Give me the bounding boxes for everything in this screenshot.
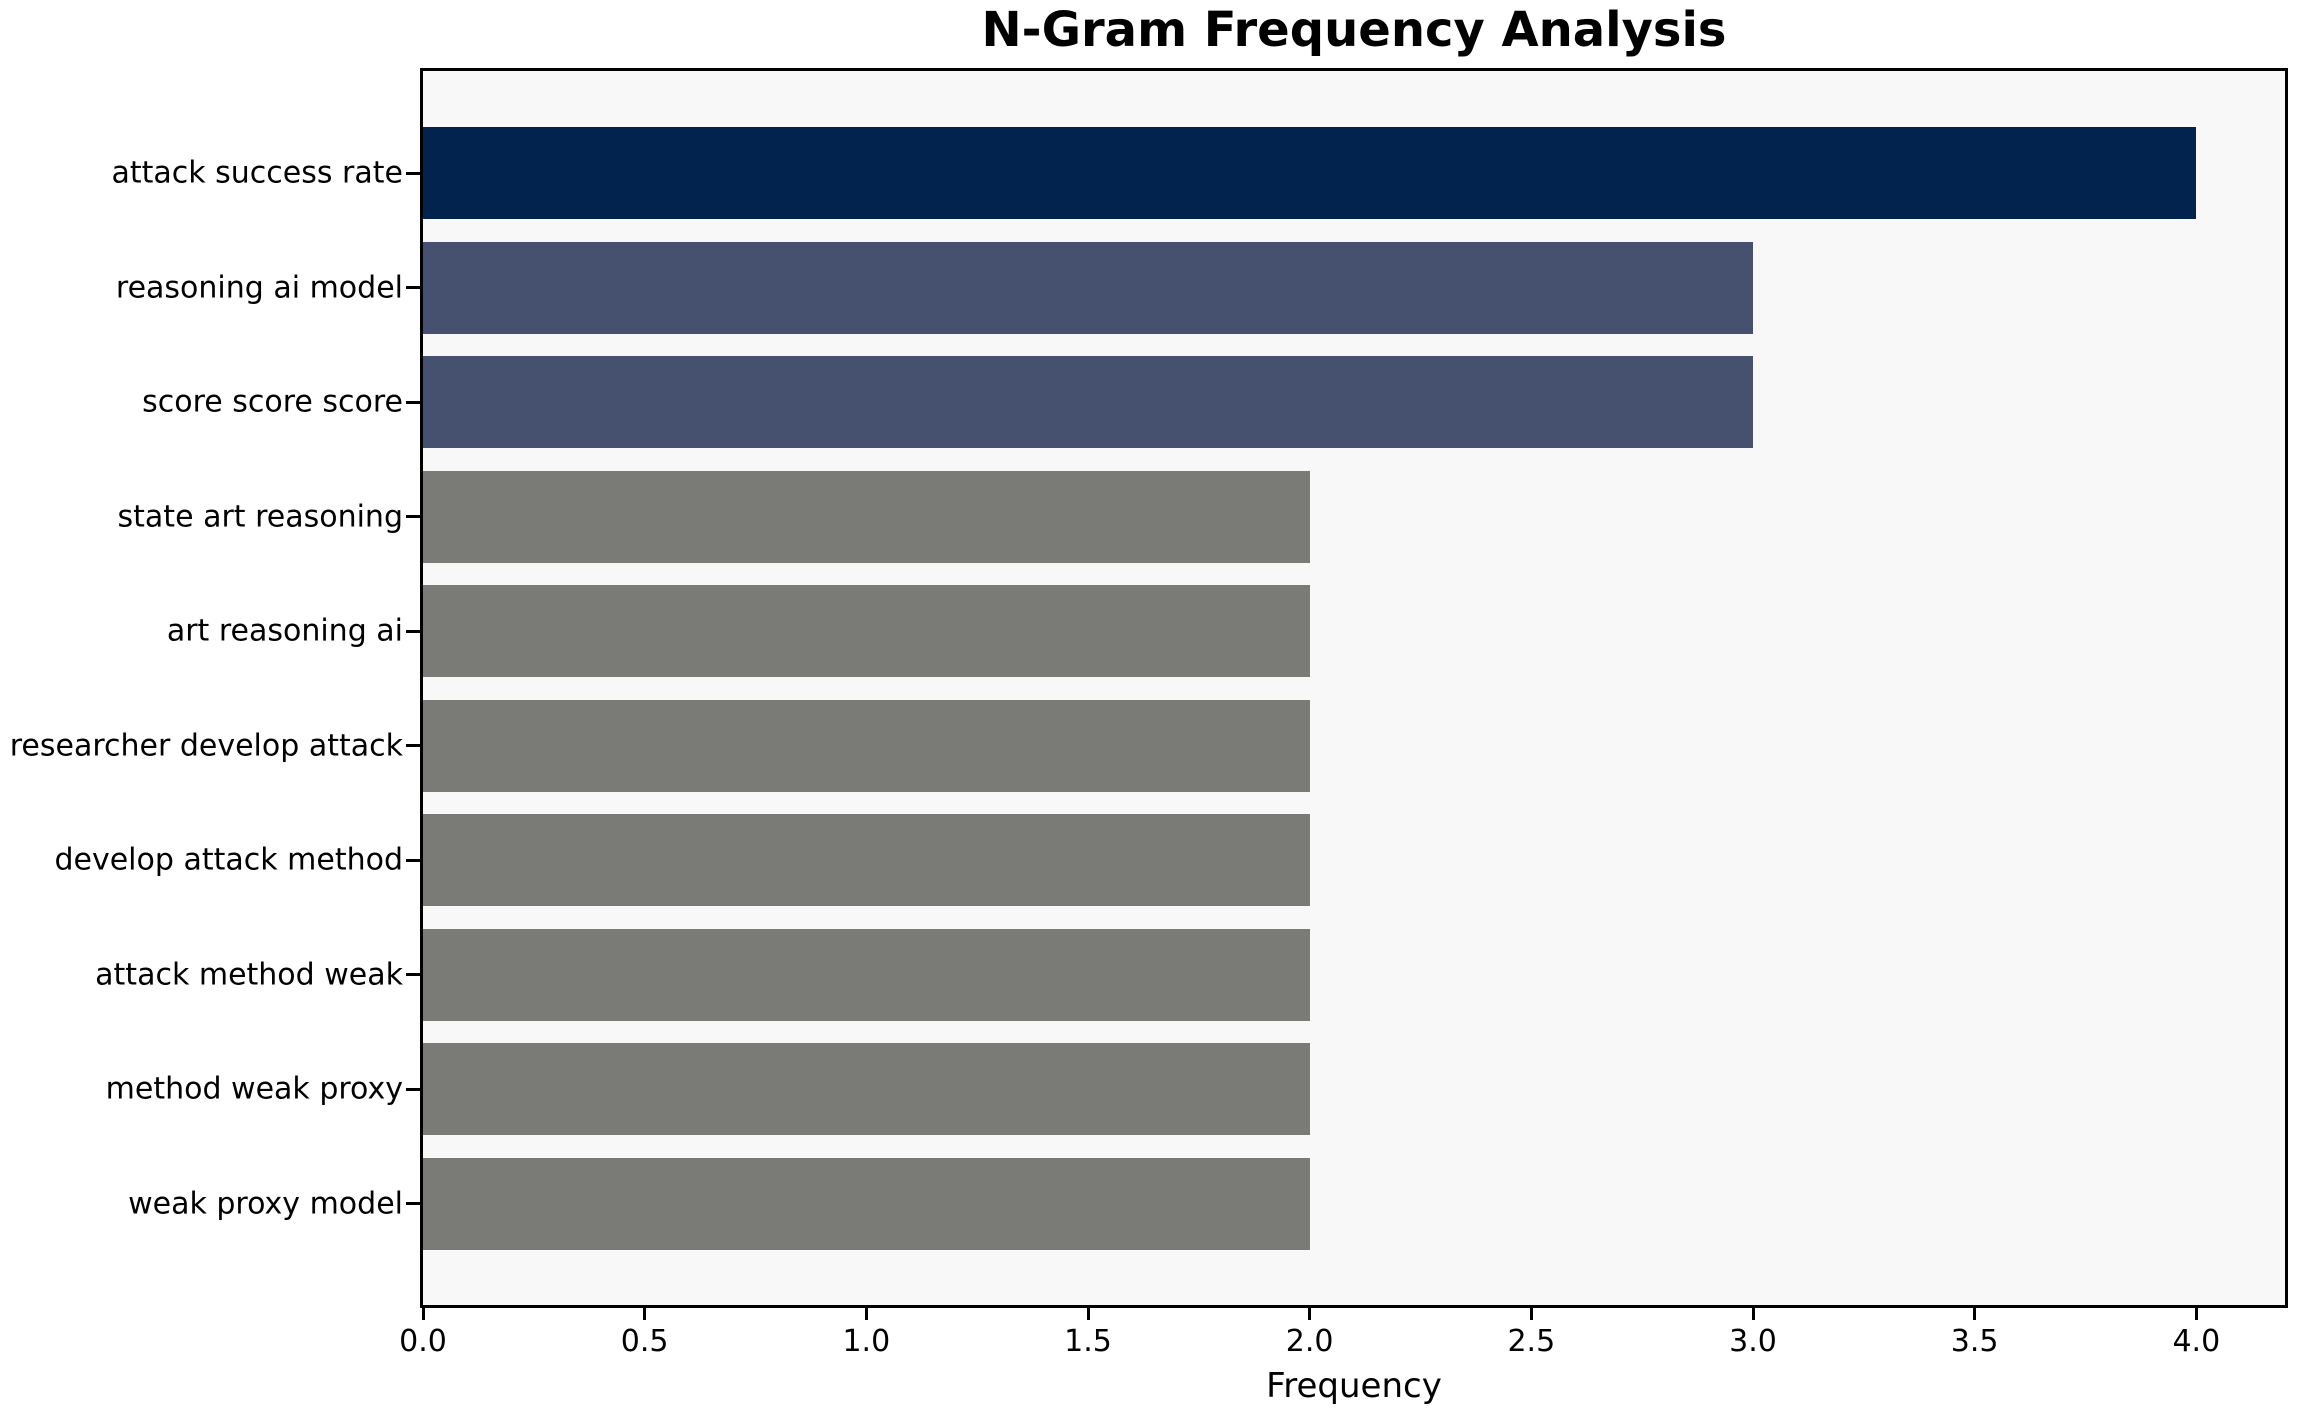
bar-reasoning-ai-model <box>423 241 1753 334</box>
x-tick-mark <box>1751 1308 1755 1320</box>
x-tick-mark <box>421 1308 425 1320</box>
x-tick-mark <box>2194 1308 2198 1320</box>
x-tick-mark <box>1308 1308 1312 1320</box>
x-tick-label: 1.0 <box>842 1324 891 1359</box>
x-tick-label: 2.0 <box>1285 1324 1334 1359</box>
y-tick-label: score score score <box>142 384 403 420</box>
x-tick-label: 4.0 <box>2172 1324 2221 1359</box>
bar-attack-method-weak <box>423 928 1310 1021</box>
x-tick-label: 1.5 <box>1064 1324 1112 1359</box>
plot-area <box>420 68 2288 1308</box>
y-tick-mark <box>406 1202 420 1205</box>
y-tick-mark <box>406 171 420 175</box>
y-tick-mark <box>406 973 420 976</box>
y-tick-label: method weak proxy <box>105 1071 403 1107</box>
y-tick-label: art reasoning ai <box>166 613 403 649</box>
y-tick-label: state art reasoning <box>117 499 403 534</box>
x-tick-mark <box>643 1308 647 1320</box>
y-tick-label: reasoning ai model <box>115 270 403 305</box>
x-tick-mark <box>864 1308 868 1320</box>
x-tick-label: 2.5 <box>1507 1324 1556 1359</box>
bar-art-reasoning-ai <box>423 585 1310 677</box>
y-tick-mark <box>406 858 420 862</box>
bar-score-score-score <box>423 356 1753 448</box>
y-tick-mark <box>406 744 420 747</box>
bar-develop-attack-method <box>423 814 1310 906</box>
bar-weak-proxy-model <box>423 1157 1310 1250</box>
chart-title: N-Gram Frequency Analysis <box>981 2 1727 58</box>
y-tick-mark <box>406 515 420 518</box>
bar-method-weak-proxy <box>423 1043 1310 1135</box>
y-tick-label: researcher develop attack <box>9 728 403 763</box>
bar-researcher-develop-attack <box>423 699 1310 792</box>
x-tick-mark <box>1086 1308 1090 1320</box>
y-tick-label: attack success rate <box>111 155 403 191</box>
y-tick-mark <box>406 1087 420 1091</box>
x-tick-label: 0.5 <box>620 1324 669 1359</box>
x-tick-mark <box>1973 1308 1977 1320</box>
x-tick-label: 0.0 <box>399 1324 447 1359</box>
y-tick-mark <box>406 400 420 404</box>
x-axis-label: Frequency <box>1266 1366 1442 1406</box>
x-tick-label: 3.5 <box>1950 1324 1999 1359</box>
bar-attack-success-rate <box>423 127 2197 219</box>
y-tick-mark <box>406 629 420 633</box>
y-tick-mark <box>406 286 420 289</box>
x-tick-mark <box>1529 1308 1533 1320</box>
y-tick-label: develop attack method <box>54 842 403 878</box>
bar-state-art-reasoning <box>423 470 1310 563</box>
y-tick-label: weak proxy model <box>128 1186 403 1221</box>
x-tick-label: 3.0 <box>1729 1324 1777 1359</box>
y-tick-label: attack method weak <box>95 957 403 992</box>
